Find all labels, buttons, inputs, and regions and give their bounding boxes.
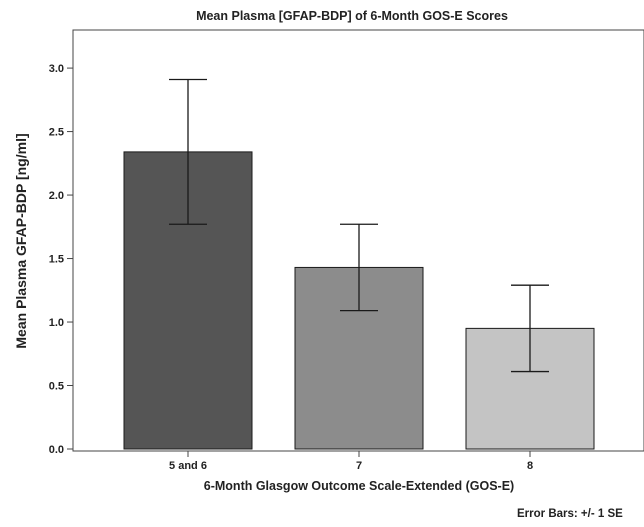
x-tick-label: 5 and 6 bbox=[169, 460, 207, 472]
y-tick-label: 0.5 bbox=[49, 381, 64, 393]
x-tick-label: 8 bbox=[527, 460, 533, 472]
y-tick-label: 1.0 bbox=[49, 317, 64, 329]
x-axis: 5 and 6 7 8 bbox=[169, 451, 533, 472]
y-axis-label: Mean Plasma GFAP-BDP [ng/ml] bbox=[13, 133, 29, 348]
y-axis: 0.0 0.5 1.0 1.5 2.0 2.5 3.0 bbox=[49, 63, 73, 456]
x-tick-label: 7 bbox=[356, 460, 362, 472]
y-tick-label: 2.0 bbox=[49, 190, 64, 202]
error-bar-note: Error Bars: +/- 1 SE bbox=[517, 508, 623, 520]
y-tick-label: 0.0 bbox=[49, 444, 64, 456]
error-bars-group bbox=[169, 78, 549, 373]
y-tick-label: 1.5 bbox=[49, 254, 64, 266]
y-tick-label: 2.5 bbox=[49, 127, 64, 139]
x-axis-label: 6-Month Glasgow Outcome Scale-Extended (… bbox=[204, 479, 514, 493]
chart-title: Mean Plasma [GFAP-BDP] of 6-Month GOS-E … bbox=[196, 9, 508, 23]
y-tick-label: 3.0 bbox=[49, 63, 64, 75]
